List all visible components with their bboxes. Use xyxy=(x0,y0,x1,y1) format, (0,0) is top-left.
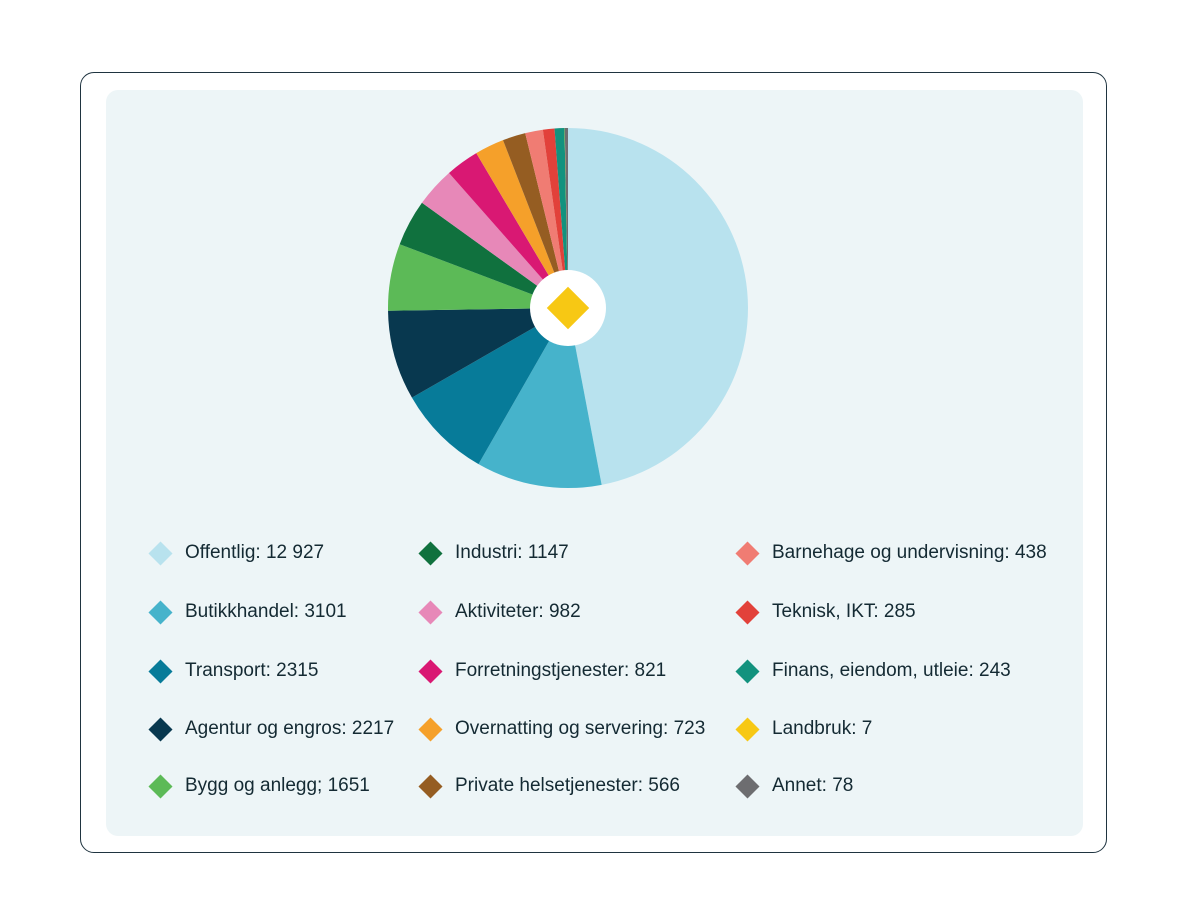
legend-diamond-icon xyxy=(735,540,760,566)
legend-label: Forretningstjenester: 821 xyxy=(455,660,667,681)
legend-diamond-icon xyxy=(148,540,173,566)
legend-item: Private helsetjenester: 566 xyxy=(418,771,680,801)
legend-item: Finans, eiendom, utleie: 243 xyxy=(735,656,1011,686)
legend-item: Aktiviteter: 982 xyxy=(418,597,581,627)
legend-diamond-icon xyxy=(148,599,173,625)
legend-diamond-icon xyxy=(735,773,760,799)
legend-item: Offentlig: 12 927 xyxy=(148,538,324,568)
legend-item: Barnehage og undervisning: 438 xyxy=(735,538,1047,568)
legend-diamond-icon xyxy=(148,773,173,799)
legend-label: Overnatting og servering: 723 xyxy=(455,718,706,739)
legend-label: Butikkhandel: 3101 xyxy=(185,601,347,622)
legend-diamond-icon xyxy=(418,599,443,625)
legend-item: Transport: 2315 xyxy=(148,656,318,686)
legend-item: Overnatting og servering: 723 xyxy=(418,714,705,744)
legend-diamond-icon xyxy=(735,716,760,742)
legend-item: Annet: 78 xyxy=(735,771,853,801)
legend-diamond-icon xyxy=(148,716,173,742)
legend-item: Forretningstjenester: 821 xyxy=(418,656,666,686)
legend-item: Landbruk: 7 xyxy=(735,714,872,744)
legend-label: Offentlig: 12 927 xyxy=(185,542,325,563)
legend-item: Teknisk, IKT: 285 xyxy=(735,597,916,627)
legend-label: Annet: 78 xyxy=(772,775,854,796)
legend-label: Bygg og anlegg; 1651 xyxy=(185,775,370,796)
legend-label: Private helsetjenester: 566 xyxy=(455,775,680,796)
legend-diamond-icon xyxy=(418,773,443,799)
legend-label: Teknisk, IKT: 285 xyxy=(772,601,916,622)
legend-label: Transport: 2315 xyxy=(185,660,319,681)
legend-label: Aktiviteter: 982 xyxy=(455,601,581,622)
legend-diamond-icon xyxy=(735,599,760,625)
legend-diamond-icon xyxy=(735,658,760,684)
legend-diamond-icon xyxy=(418,540,443,566)
legend-diamond-icon xyxy=(148,658,173,684)
legend-item: Agentur og engros: 2217 xyxy=(148,714,394,744)
legend-item: Butikkhandel: 3101 xyxy=(148,597,347,627)
legend-label: Agentur og engros: 2217 xyxy=(185,718,395,739)
legend-diamond-icon xyxy=(418,716,443,742)
legend-label: Industri: 1147 xyxy=(455,542,569,563)
legend-item: Industri: 1147 xyxy=(418,538,569,568)
legend-label: Landbruk: 7 xyxy=(772,718,873,739)
legend-item: Bygg og anlegg; 1651 xyxy=(148,771,370,801)
legend-label: Finans, eiendom, utleie: 243 xyxy=(772,660,1011,681)
legend-label: Barnehage og undervisning: 438 xyxy=(772,542,1047,563)
legend-diamond-icon xyxy=(418,658,443,684)
